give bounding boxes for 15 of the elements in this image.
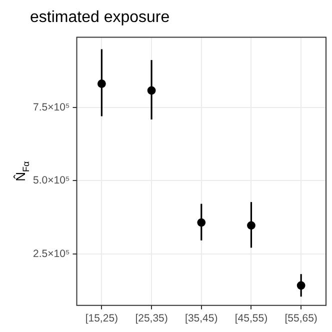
- point: [147, 86, 156, 95]
- point: [296, 281, 306, 290]
- x-tick-label: [35,45): [185, 312, 218, 325]
- chart-title: estimated exposure: [30, 9, 170, 26]
- x-tick-label: [45,55): [234, 312, 268, 325]
- y-tick-label: 2.5×10⁵: [32, 248, 70, 260]
- y-axis-title: N̂Fα: [12, 161, 31, 182]
- point: [247, 221, 256, 230]
- x-tick-label: [25,35): [135, 312, 168, 325]
- x-tick-label: [15,25): [85, 312, 118, 325]
- y-tick-label: 5.0×10⁵: [32, 174, 70, 187]
- x-tick-label: [55,65): [284, 312, 318, 325]
- y-tick-label: 7.5×10⁵: [32, 101, 70, 114]
- point: [197, 218, 206, 227]
- point: [97, 80, 106, 88]
